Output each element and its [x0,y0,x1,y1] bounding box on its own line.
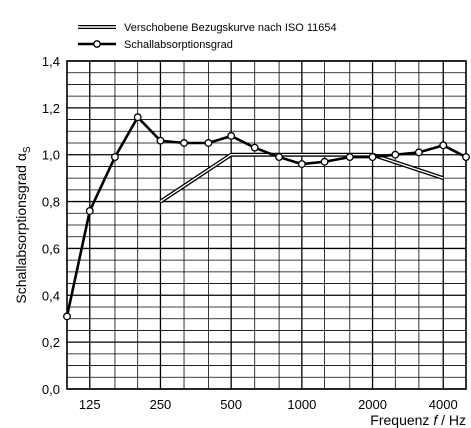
legend-entry-absorption: Schallabsorptionsgrad [78,39,233,51]
reference-curve [159,152,444,204]
data-point-marker [345,153,354,162]
x-axis-ticks: 125 250 500 1000 2000 4000 [79,397,458,412]
data-point-marker [156,136,165,145]
data-point-marker [204,139,213,147]
y-axis-label: Schallabsorptionsgrad αS [13,146,33,304]
x-axis-label: Frequenz f / Hz [370,412,466,428]
y-tick-label: 1,0 [42,148,60,163]
data-point-marker [275,153,284,162]
x-tick-label: 250 [150,397,172,412]
y-tick-label: 0,2 [42,335,60,350]
y-tick-label: 1,4 [42,54,60,69]
reference-curve-inner [160,154,444,203]
x-tick-label: 500 [220,397,242,412]
legend-absorption-label: Schallabsorptionsgrad [124,39,233,51]
grid [66,60,467,390]
legend-entry-reference: Verschobene Bezugskurve nach ISO 11654 [78,22,337,34]
absorption-line [65,115,467,317]
absorption-series [63,113,470,321]
x-tick-label: 4000 [429,397,458,412]
data-point-marker [227,132,236,140]
data-point-marker [439,141,448,150]
y-tick-label: 1,2 [42,101,60,116]
data-point-marker [133,113,142,122]
data-point-marker [85,206,94,215]
data-point-marker [297,160,306,169]
y-tick-label: 0,0 [42,382,60,397]
y-axis-ticks: 0,0 0,2 0,4 0,6 0,8 1,0 1,2 1,4 [42,54,60,397]
legend: Verschobene Bezugskurve nach ISO 11654 S… [78,22,337,51]
data-point-marker [368,153,377,162]
x-tick-label: 2000 [358,397,387,412]
data-point-marker [110,153,119,162]
y-tick-label: 0,8 [42,195,60,210]
x-tick-label: 1000 [287,397,316,412]
data-point-marker [414,148,423,157]
data-point-marker [63,312,71,321]
x-tick-label: 125 [79,397,101,412]
data-point-marker [250,143,259,152]
data-point-marker [180,139,188,147]
plot-frame [66,60,467,390]
y-tick-label: 0,6 [42,241,60,256]
legend-absorption-swatch-marker [93,40,101,48]
legend-reference-label: Verschobene Bezugskurve nach ISO 11654 [124,22,337,34]
data-point-marker [320,157,329,166]
data-point-marker [391,150,400,159]
y-tick-label: 0,4 [42,288,60,303]
data-point-marker [462,153,470,162]
